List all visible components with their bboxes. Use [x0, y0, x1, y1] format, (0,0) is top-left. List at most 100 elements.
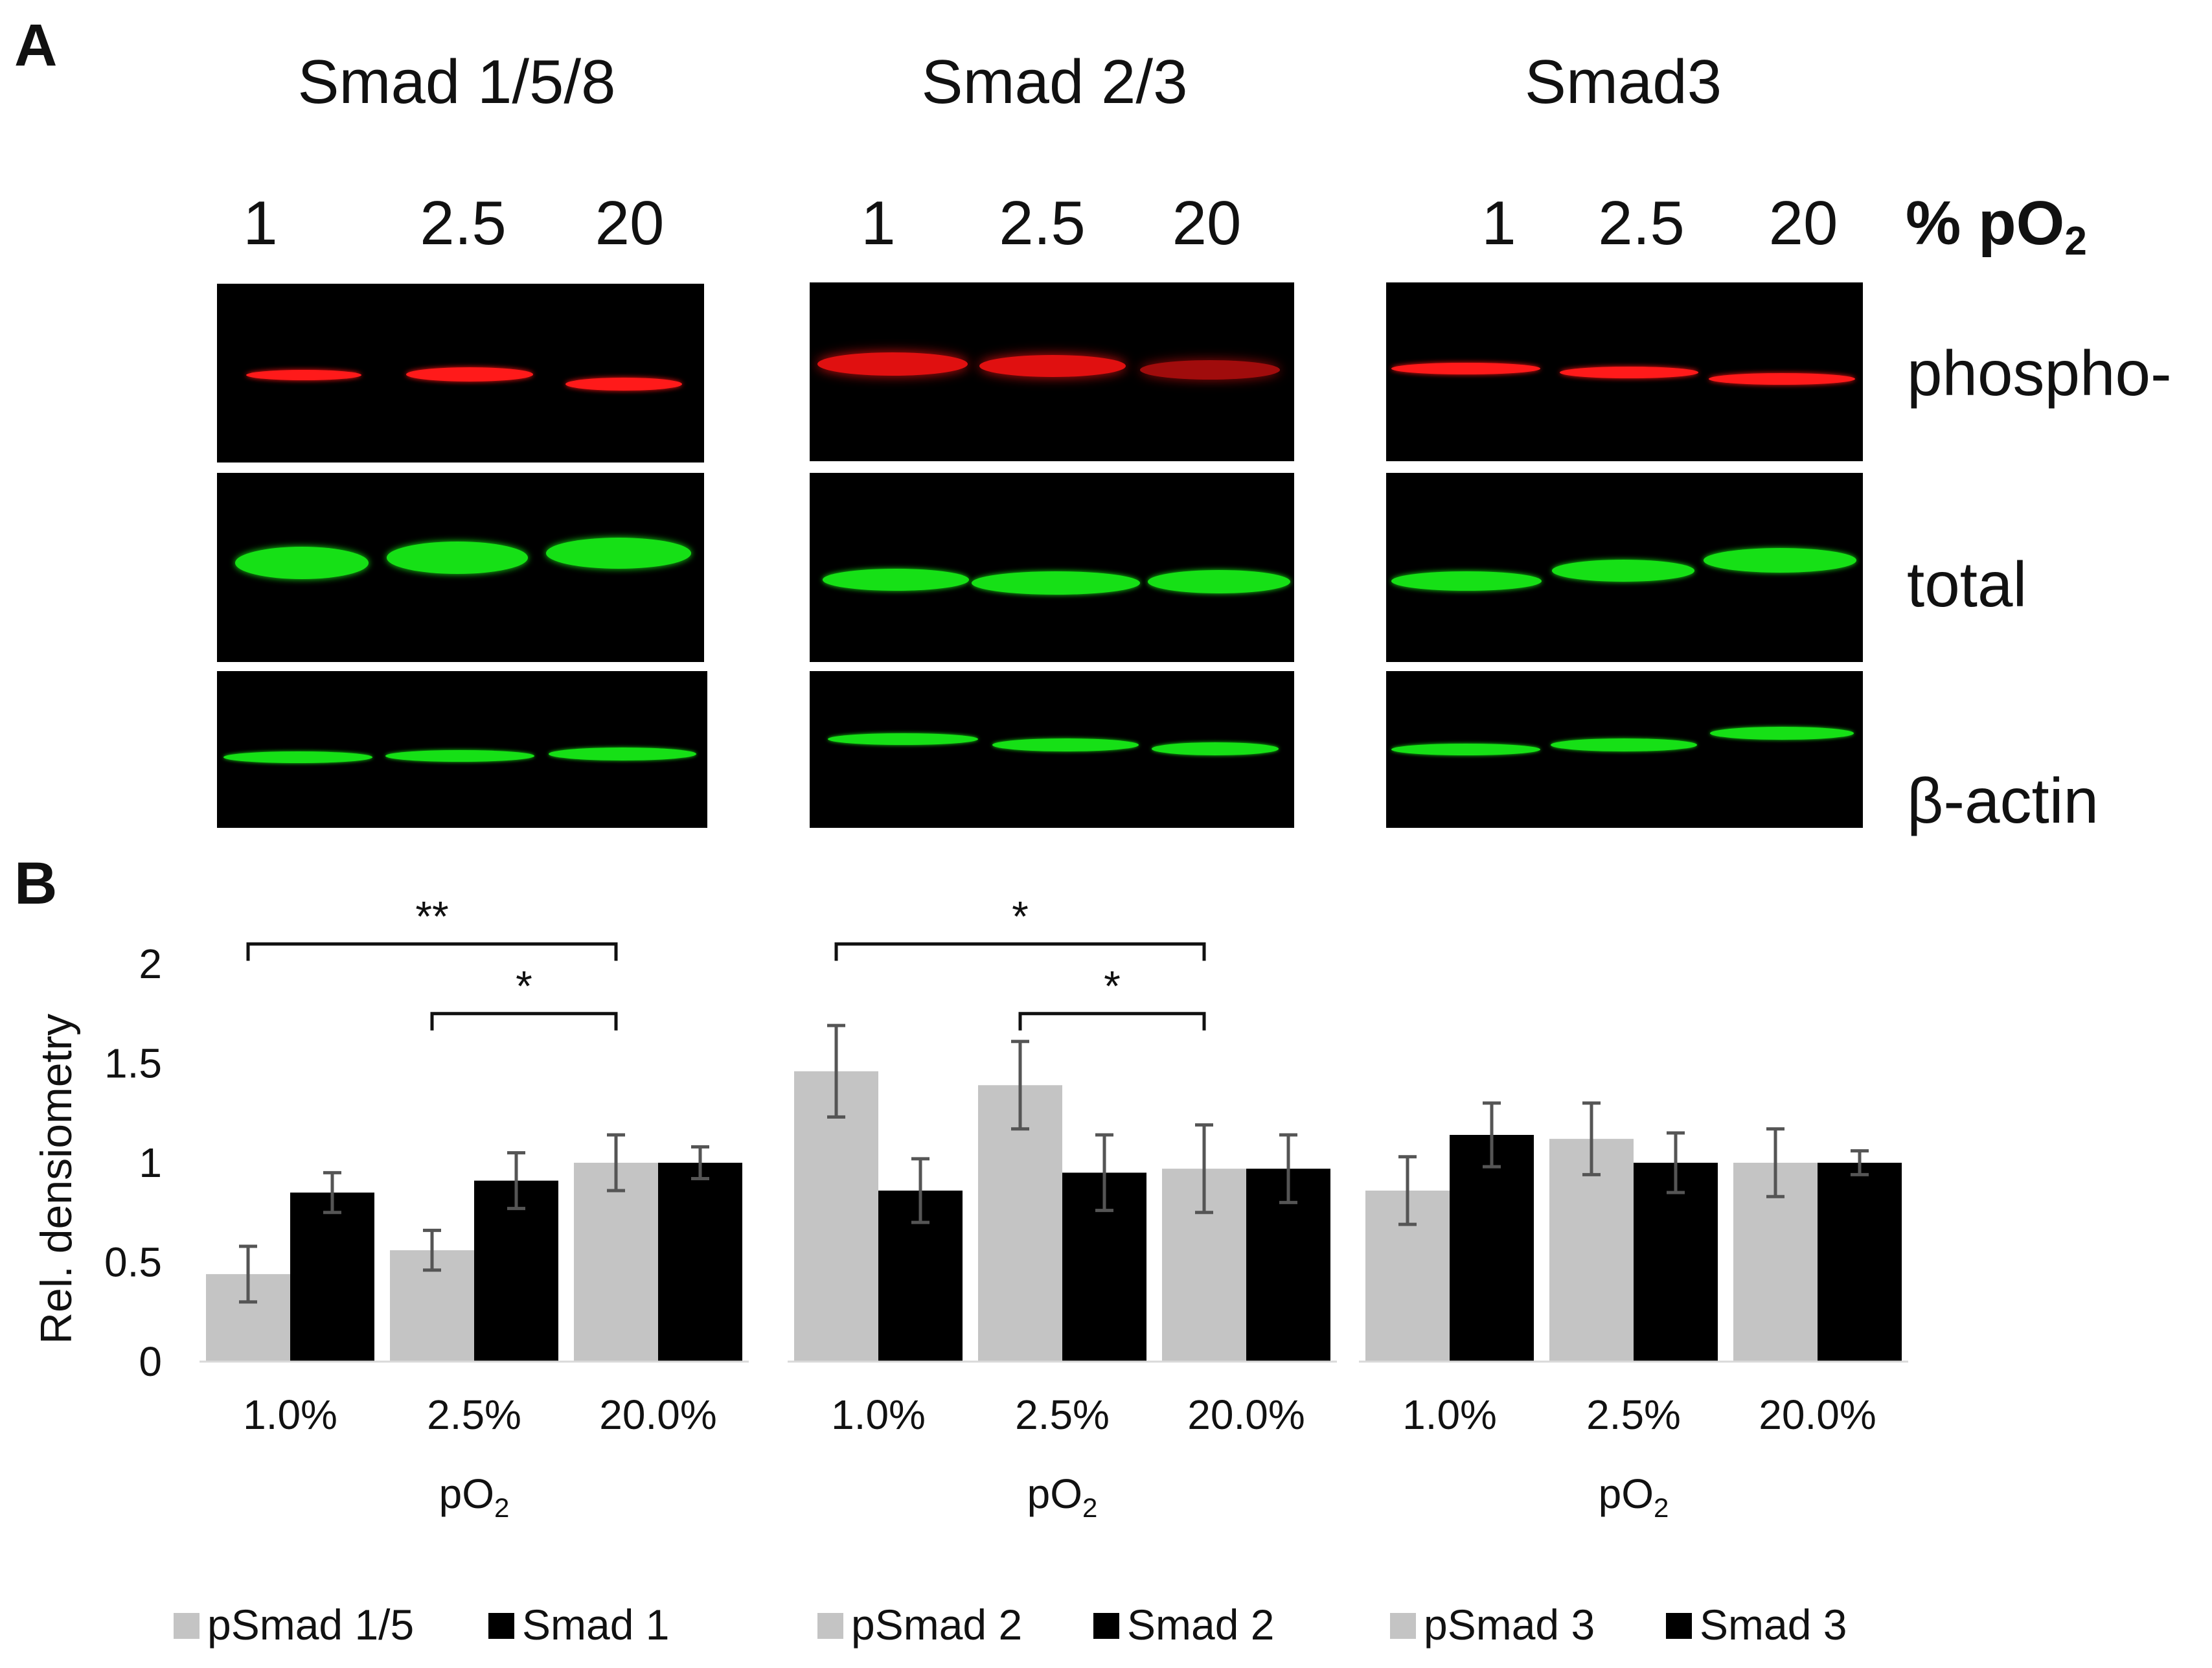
- lane-label: 1: [243, 189, 278, 258]
- legend-label: Smad 3: [1700, 1601, 1847, 1649]
- band: [235, 547, 369, 579]
- band: [385, 750, 534, 762]
- band: [1391, 571, 1542, 591]
- bar: [1450, 1135, 1534, 1362]
- x-tick-label: 20.0%: [1759, 1391, 1876, 1438]
- band: [1704, 548, 1856, 573]
- legend-swatch: [488, 1613, 514, 1639]
- legend-label: Smad 2: [1127, 1601, 1274, 1649]
- band: [1710, 727, 1854, 740]
- blot-smad23-phospho: [810, 282, 1294, 461]
- band: [972, 571, 1140, 595]
- gel-title-smad23: Smad 2/3: [921, 47, 1188, 117]
- x-axis-title: pO2: [1599, 1470, 1669, 1523]
- lane-label: 1: [861, 189, 896, 258]
- band: [546, 538, 691, 569]
- lane-label: 20: [1172, 189, 1242, 258]
- row-label-phospho: phospho-: [1907, 337, 2172, 409]
- band: [549, 748, 696, 760]
- band: [1148, 570, 1290, 593]
- x-tick-label: 2.5%: [1586, 1391, 1681, 1438]
- densitometry-chart: B Rel. densiometry 00.511.52 ***** 1.0% 2…: [14, 851, 1908, 1649]
- legend-swatch: [1390, 1613, 1416, 1639]
- blot-smad23-actin: [810, 671, 1294, 828]
- legend-swatch: [174, 1613, 200, 1639]
- blot-smad158-total: [217, 473, 704, 662]
- significance-label: **: [415, 892, 448, 940]
- significance-bracket: [1018, 1012, 1206, 1031]
- y-tick-label: 1.5: [104, 1040, 162, 1087]
- lane-label: 2.5: [420, 189, 507, 258]
- gel-title-smad158: Smad 1/5/8: [297, 47, 616, 117]
- bar: [1634, 1163, 1718, 1362]
- band: [1391, 744, 1540, 755]
- x-tick-label: 1.0%: [1402, 1391, 1497, 1438]
- row-label-total: total: [1907, 549, 2027, 620]
- panel-a-letter: A: [14, 12, 58, 78]
- band: [1709, 373, 1855, 385]
- band: [387, 542, 528, 574]
- blot-smad158-phospho: [217, 284, 704, 463]
- row-label-actin: β-actin: [1907, 765, 2099, 836]
- y-tick-label: 2: [139, 941, 162, 987]
- bar: [474, 1180, 558, 1362]
- band: [1560, 367, 1698, 378]
- band: [1391, 363, 1540, 374]
- band: [406, 367, 533, 382]
- band: [817, 352, 968, 376]
- gel-title-smad3: Smad3: [1524, 47, 1722, 117]
- y-tick-label: 1: [139, 1139, 162, 1186]
- lane-label: 20: [595, 189, 665, 258]
- significance-label: *: [1012, 892, 1029, 940]
- band: [1551, 738, 1697, 751]
- x-axis-title: pO2: [1027, 1470, 1098, 1523]
- y-tick-label: 0.5: [104, 1239, 162, 1286]
- legend-label: pSmad 2: [851, 1601, 1022, 1649]
- bar: [1818, 1163, 1902, 1362]
- band: [828, 733, 978, 745]
- band: [1552, 560, 1694, 582]
- band: [223, 751, 372, 763]
- legend-swatch: [1666, 1613, 1692, 1639]
- x-axis-title: pO2: [439, 1470, 510, 1523]
- legend-label: Smad 1: [522, 1601, 669, 1649]
- blot-smad23-total: [810, 473, 1294, 662]
- lane-label: 2.5: [1598, 189, 1685, 258]
- band: [992, 738, 1139, 751]
- legend-label: pSmad 3: [1424, 1601, 1595, 1649]
- significance-bracket: [246, 942, 618, 961]
- band: [246, 370, 361, 380]
- band: [979, 355, 1126, 377]
- x-tick-label: 20.0%: [599, 1391, 716, 1438]
- bar: [290, 1193, 374, 1362]
- x-tick-label: 1.0%: [831, 1391, 926, 1438]
- legend-swatch: [817, 1613, 843, 1639]
- y-tick-label: 0: [139, 1338, 162, 1385]
- blot-smad3-actin: [1386, 671, 1863, 828]
- x-tick-label: 20.0%: [1187, 1391, 1305, 1438]
- blot-smad158-actin: [217, 671, 707, 828]
- blot-smad3-phospho: [1386, 282, 1863, 461]
- bar: [658, 1163, 742, 1362]
- x-tick-label: 2.5%: [1015, 1391, 1110, 1438]
- significance-label: *: [1104, 962, 1121, 1010]
- band: [1152, 742, 1279, 755]
- y-axis-label: Rel. densiometry: [32, 1014, 81, 1344]
- blot-smad3-total: [1386, 473, 1863, 662]
- band: [1140, 360, 1280, 380]
- lane-label: 2.5: [999, 189, 1086, 258]
- bar: [794, 1071, 878, 1362]
- significance-label: *: [516, 962, 532, 1010]
- significance-bracket: [430, 1012, 618, 1031]
- lane-label: 1: [1481, 189, 1516, 258]
- panel-b-letter: B: [14, 851, 57, 917]
- x-tick-label: 1.0%: [243, 1391, 337, 1438]
- bar: [574, 1163, 658, 1362]
- x-tick-label: 2.5%: [427, 1391, 521, 1438]
- significance-bracket: [834, 942, 1206, 961]
- band: [565, 378, 682, 391]
- band: [823, 569, 969, 591]
- legend-label: pSmad 1/5: [207, 1601, 414, 1649]
- legend-swatch: [1093, 1613, 1119, 1639]
- lane-label: 20: [1768, 189, 1838, 258]
